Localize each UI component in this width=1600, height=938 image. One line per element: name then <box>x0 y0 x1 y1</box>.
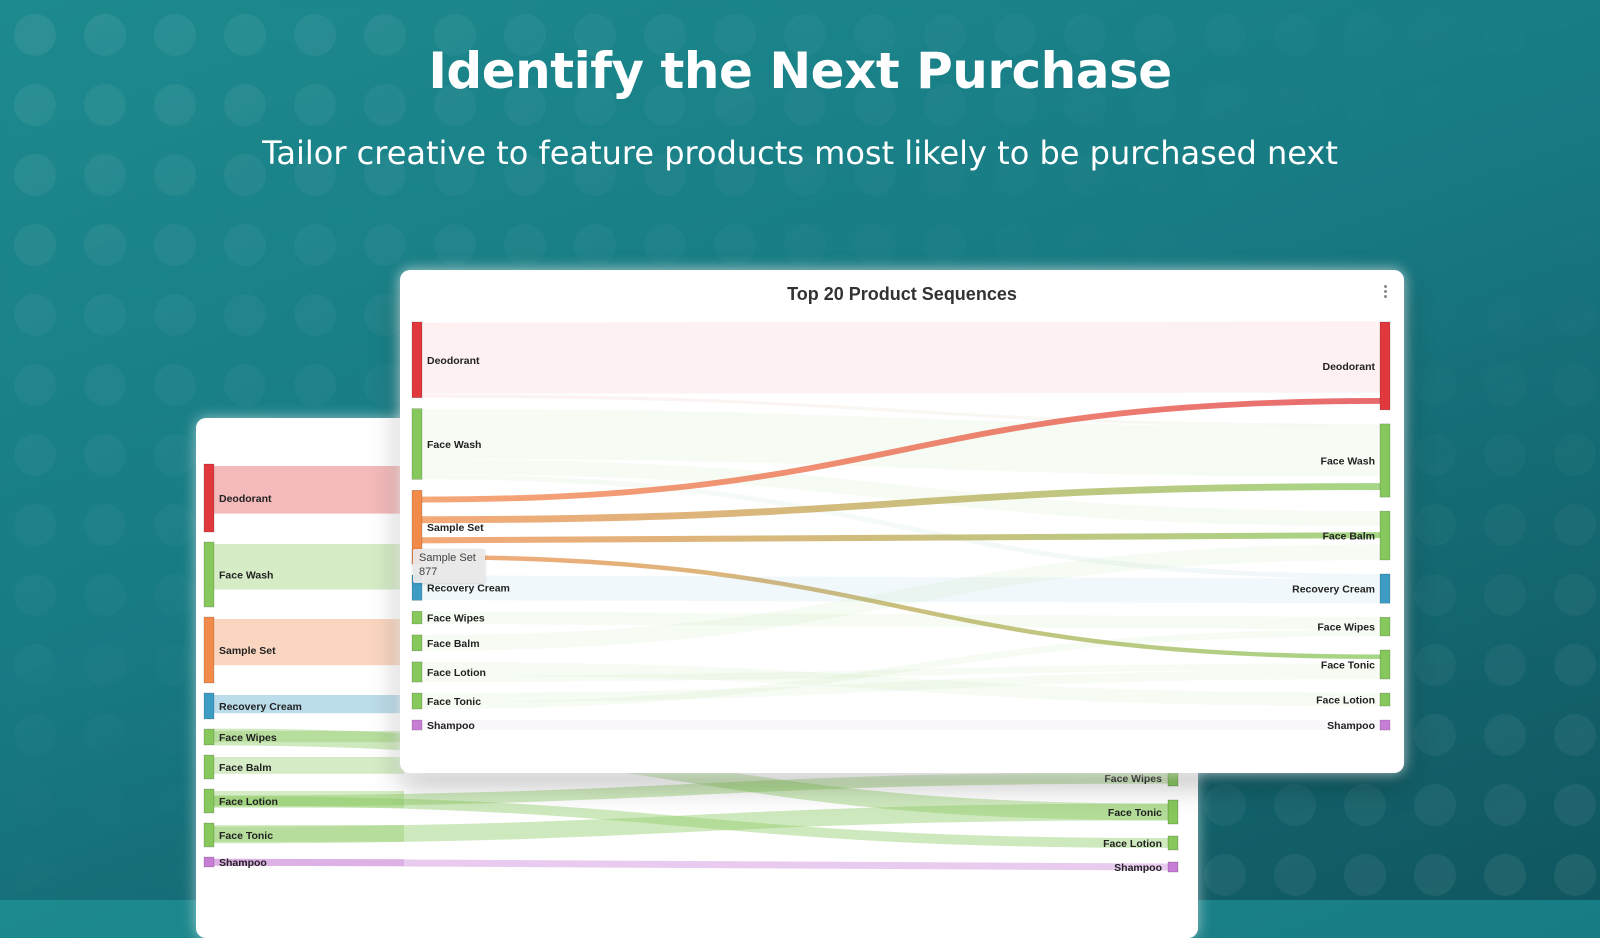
headline: Identify the Next Purchase <box>0 42 1600 100</box>
target-node-label: Shampoo <box>1327 720 1375 732</box>
target-node-face-wipes[interactable] <box>1380 617 1390 636</box>
target-node-label: Face Wash <box>1321 456 1375 468</box>
chart-title: Top 20 Product Sequences <box>400 284 1404 305</box>
back-source-node-label: Sample Set <box>219 645 276 657</box>
target-node-shampoo[interactable] <box>1380 720 1390 730</box>
source-node-label: Sample Set <box>427 522 484 534</box>
source-node-label: Face Lotion <box>427 667 486 679</box>
back-source-node-shampoo[interactable] <box>204 857 214 867</box>
back-source-node-label: Face Wash <box>219 570 273 582</box>
back-sankey-band <box>214 619 404 665</box>
source-node-label: Face Balm <box>427 638 480 650</box>
back-target-node-label: Face Lotion <box>1103 838 1162 850</box>
target-node-deodorant[interactable] <box>1380 322 1390 410</box>
target-node-label: Recovery Cream <box>1292 584 1375 596</box>
target-node-label: Face Lotion <box>1316 695 1375 707</box>
back-source-node-label: Deodorant <box>219 493 272 505</box>
back-source-node-face-balm[interactable] <box>204 755 214 779</box>
back-source-node-face-wipes[interactable] <box>204 729 214 745</box>
back-source-node-recovery-cream[interactable] <box>204 693 214 719</box>
source-node-label: Shampoo <box>427 720 475 732</box>
target-node-face-tonic[interactable] <box>1380 650 1390 679</box>
source-node-face-balm[interactable] <box>412 635 422 651</box>
target-node-face-wash[interactable] <box>1380 424 1390 497</box>
back-source-node-sample-set[interactable] <box>204 617 214 683</box>
back-target-node-label: Shampoo <box>1114 862 1162 874</box>
back-sankey-band <box>214 544 404 590</box>
target-node-recovery-cream[interactable] <box>1380 574 1390 603</box>
tooltip-label: Sample Set <box>419 551 479 565</box>
back-source-node-face-wash[interactable] <box>204 542 214 607</box>
target-node-label: Deodorant <box>1323 361 1376 373</box>
node-tooltip: Sample Set 877 <box>413 549 485 583</box>
target-node-label: Face Wipes <box>1317 622 1375 634</box>
source-node-face-tonic[interactable] <box>412 693 422 709</box>
source-node-label: Face Tonic <box>427 696 481 708</box>
back-target-node-face-lotion[interactable] <box>1168 836 1178 850</box>
source-node-shampoo[interactable] <box>412 720 422 730</box>
back-source-node-label: Face Lotion <box>219 796 278 808</box>
sankey-link-sample-set-to-face-balm[interactable] <box>422 535 1380 540</box>
source-node-deodorant[interactable] <box>412 322 422 398</box>
sankey-links <box>422 357 1380 725</box>
source-node-label: Deodorant <box>427 355 480 367</box>
back-source-node-label: Shampoo <box>219 857 267 869</box>
more-options-icon[interactable] <box>1380 284 1390 302</box>
source-node-label: Face Wipes <box>427 613 485 625</box>
target-node-face-lotion[interactable] <box>1380 693 1390 706</box>
back-sankey-band <box>214 466 404 514</box>
source-node-label: Face Wash <box>427 439 481 451</box>
source-node-face-wash[interactable] <box>412 409 422 480</box>
back-source-node-deodorant[interactable] <box>204 464 214 532</box>
back-target-node-face-tonic[interactable] <box>1168 800 1178 824</box>
back-source-node-face-tonic[interactable] <box>204 823 214 847</box>
back-source-node-label: Face Balm <box>219 762 272 774</box>
sankey-link-face-wipes-to-face-wipes[interactable] <box>422 618 1380 624</box>
subheadline: Tailor creative to feature products most… <box>0 134 1600 172</box>
front-sankey-card: Deodorant Face Wash Sample Set Recovery Cre… <box>400 270 1404 773</box>
back-source-node-face-lotion[interactable] <box>204 789 214 813</box>
back-sankey-link <box>214 862 1168 867</box>
front-sankey-chart: Deodorant Face Wash Sample Set Recovery Cre… <box>400 270 1404 773</box>
sankey-link-deodorant-to-deodorant[interactable] <box>422 357 1380 358</box>
back-target-node-label: Face Wipes <box>1104 773 1162 785</box>
tooltip-value: 877 <box>419 565 479 579</box>
back-target-node-shampoo[interactable] <box>1168 862 1178 872</box>
back-target-node-label: Face Tonic <box>1108 807 1162 819</box>
back-source-node-label: Face Wipes <box>219 732 277 744</box>
source-node-face-lotion[interactable] <box>412 662 422 682</box>
target-node-label: Face Tonic <box>1321 660 1375 672</box>
back-source-node-label: Face Tonic <box>219 830 273 842</box>
target-node-face-balm[interactable] <box>1380 511 1390 560</box>
source-node-label: Recovery Cream <box>427 583 510 595</box>
back-source-node-label: Recovery Cream <box>219 701 302 713</box>
source-node-face-wipes[interactable] <box>412 611 422 624</box>
target-node-label: Face Balm <box>1322 531 1375 543</box>
